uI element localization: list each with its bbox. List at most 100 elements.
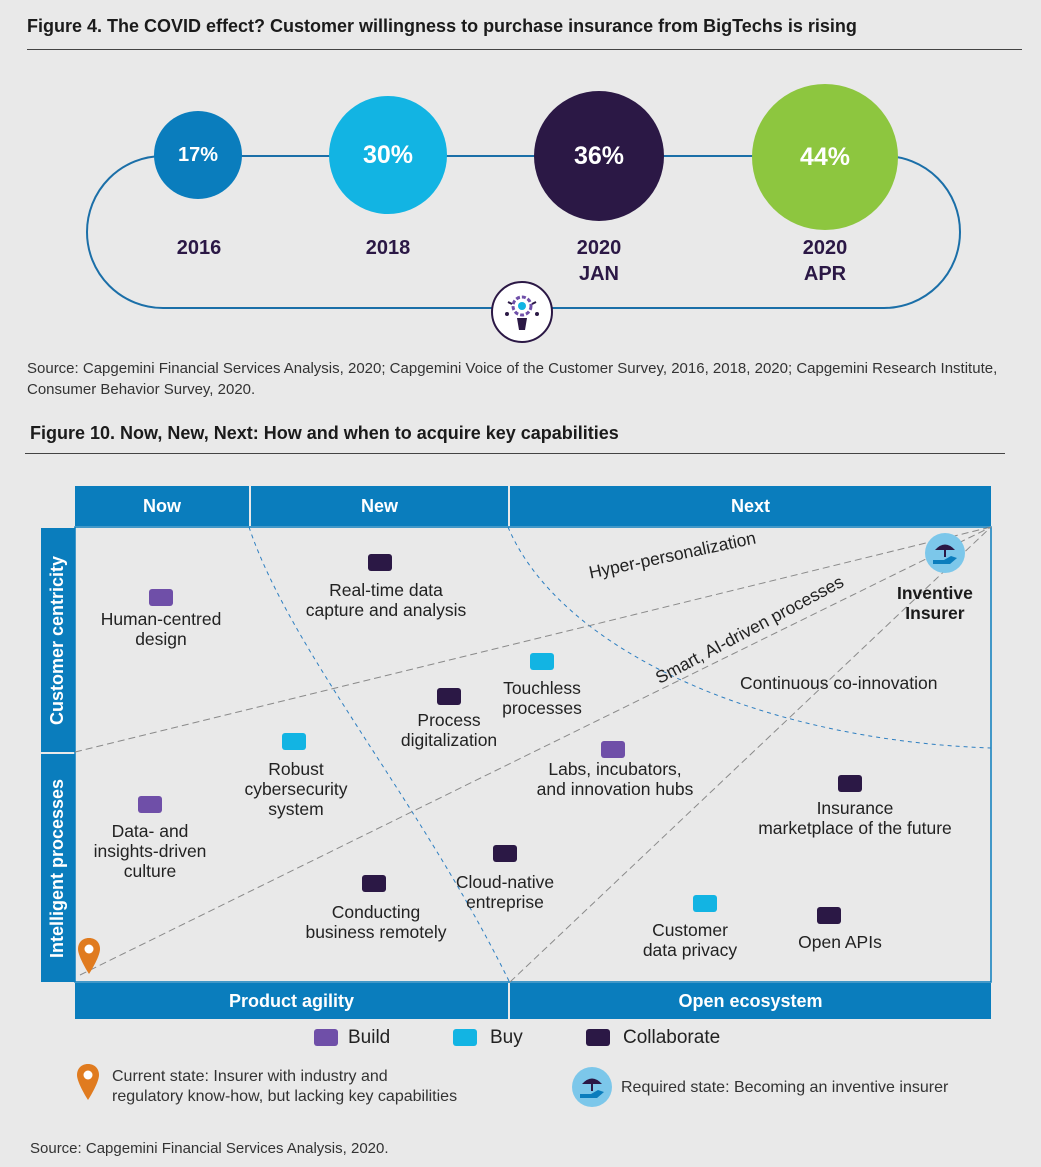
build-marker xyxy=(149,589,173,606)
year-label: 2018 xyxy=(338,235,438,261)
collaborate-marker xyxy=(362,875,386,892)
item-line: Cloud-native xyxy=(455,872,555,892)
year-label: 2020 APR xyxy=(775,235,875,287)
column-new: New xyxy=(251,486,508,526)
required-state-note: Required state: Becoming an inventive in… xyxy=(621,1079,949,1096)
stat-value: 44% xyxy=(799,142,851,171)
stat-circle-2020-jan: 36% xyxy=(534,91,664,221)
path-co-innovation: Continuous co-innovation xyxy=(740,673,938,693)
innovation-icon xyxy=(491,281,553,343)
item-line: entreprise xyxy=(466,892,544,912)
collaborate-marker xyxy=(817,907,841,924)
current-state-note: Current state: Insurer with industry and… xyxy=(112,1067,457,1107)
target-line: Insurer xyxy=(905,603,965,623)
stat-circle-2016: 17% xyxy=(154,111,242,199)
item-cloud-native: Cloud-native entreprise xyxy=(435,872,575,912)
item-line: Touchless xyxy=(503,678,581,698)
item-line: processes xyxy=(502,698,582,718)
year-label: 2016 xyxy=(149,235,249,261)
target-line: Inventive xyxy=(897,583,973,603)
stat-circle-2020-apr: 44% xyxy=(752,84,898,230)
inventive-insurer-label: Inventive Insurer xyxy=(897,583,973,623)
legend-build-swatch xyxy=(314,1029,338,1046)
build-marker xyxy=(601,741,625,758)
item-human-centred-design: Human-centred design xyxy=(61,609,261,649)
note-line: Current state: Insurer with industry and xyxy=(112,1068,388,1085)
figure4-rule xyxy=(27,49,1022,50)
item-line: Labs, incubators, xyxy=(548,759,682,779)
collaborate-marker xyxy=(437,688,461,705)
note-line: regulatory know-how, but lacking key cap… xyxy=(112,1088,458,1105)
stat-value: 30% xyxy=(362,140,414,169)
month-text: JAN xyxy=(578,263,619,285)
item-process-digitalization: Process digitalization xyxy=(379,710,519,750)
item-line: Open APIs xyxy=(798,932,882,952)
item-data-insights-culture: Data- and insights-driven culture xyxy=(70,821,230,881)
figure4-title: Figure 4. The COVID effect? Customer wil… xyxy=(27,16,857,36)
item-line: business remotely xyxy=(305,922,447,942)
row-customer-centricity: Customer centricity xyxy=(41,528,75,752)
item-line: and innovation hubs xyxy=(536,779,694,799)
legend-collaborate-label: Collaborate xyxy=(623,1027,721,1048)
figure10-source: Source: Capgemini Financial Services Ana… xyxy=(30,1140,389,1157)
item-line: design xyxy=(135,629,187,649)
item-line: cybersecurity xyxy=(244,779,348,799)
item-line: Human-centred xyxy=(100,609,222,629)
collaborate-marker xyxy=(493,845,517,862)
legend-build-label: Build xyxy=(348,1027,391,1048)
item-line: system xyxy=(268,799,324,819)
item-line: Insurance xyxy=(816,798,894,818)
column-next: Next xyxy=(510,486,991,526)
item-line: Customer xyxy=(652,920,728,940)
legend-collaborate-swatch xyxy=(586,1029,610,1046)
collaborate-marker xyxy=(368,554,392,571)
column-label: New xyxy=(360,495,398,516)
bottom-label: Open ecosystem xyxy=(678,990,823,1011)
item-line: Process xyxy=(417,710,481,730)
year-text: 2020 xyxy=(576,237,622,259)
stat-value: 36% xyxy=(573,141,625,170)
item-line: Conducting xyxy=(331,902,421,922)
build-marker xyxy=(138,796,162,813)
item-line: Data- and xyxy=(111,821,189,841)
year-text: 2016 xyxy=(176,237,222,259)
umbrella-hand-icon xyxy=(925,533,965,573)
year-text: 2020 xyxy=(802,237,848,259)
location-pin-icon xyxy=(78,938,100,974)
location-pin-icon xyxy=(77,1064,99,1100)
item-line: data privacy xyxy=(642,940,738,960)
row-intelligent-processes: Intelligent processes xyxy=(41,754,75,982)
item-line: Real-time data xyxy=(329,580,443,600)
item-customer-data-privacy: Customer data privacy xyxy=(620,920,760,960)
bottom-product-agility: Product agility xyxy=(75,983,508,1019)
buy-marker xyxy=(530,653,554,670)
year-text: 2018 xyxy=(365,237,411,259)
item-line: marketplace of the future xyxy=(758,818,952,838)
item-line: Robust xyxy=(268,759,324,779)
bottom-label: Product agility xyxy=(228,990,354,1011)
month-text: APR xyxy=(803,263,847,285)
stat-value: 17% xyxy=(177,143,219,166)
bottom-open-ecosystem: Open ecosystem xyxy=(510,983,991,1019)
figure10-rule xyxy=(25,453,1005,454)
buy-marker xyxy=(282,733,306,750)
stat-circle-2018: 30% xyxy=(329,96,447,214)
column-label: Now xyxy=(143,495,181,516)
item-line: capture and analysis xyxy=(305,600,467,620)
buy-marker xyxy=(693,895,717,912)
item-insurance-marketplace: Insurance marketplace of the future xyxy=(745,798,965,838)
column-now: Now xyxy=(75,486,249,526)
year-label: 2020 JAN xyxy=(549,235,649,287)
item-real-time-data: Real-time data capture and analysis xyxy=(286,580,486,620)
figure10-title: Figure 10. Now, New, Next: How and when … xyxy=(30,423,619,443)
legend-buy-label: Buy xyxy=(490,1027,523,1048)
column-label: Next xyxy=(730,495,770,516)
item-open-apis: Open APIs xyxy=(770,932,910,952)
collaborate-marker xyxy=(838,775,862,792)
item-line: insights-driven xyxy=(93,841,207,861)
item-labs-incubators: Labs, incubators, and innovation hubs xyxy=(515,759,715,799)
item-line: culture xyxy=(123,861,177,881)
figure4-source: Source: Capgemini Financial Services Ana… xyxy=(27,360,998,398)
item-touchless-processes: Touchless processes xyxy=(472,678,612,718)
